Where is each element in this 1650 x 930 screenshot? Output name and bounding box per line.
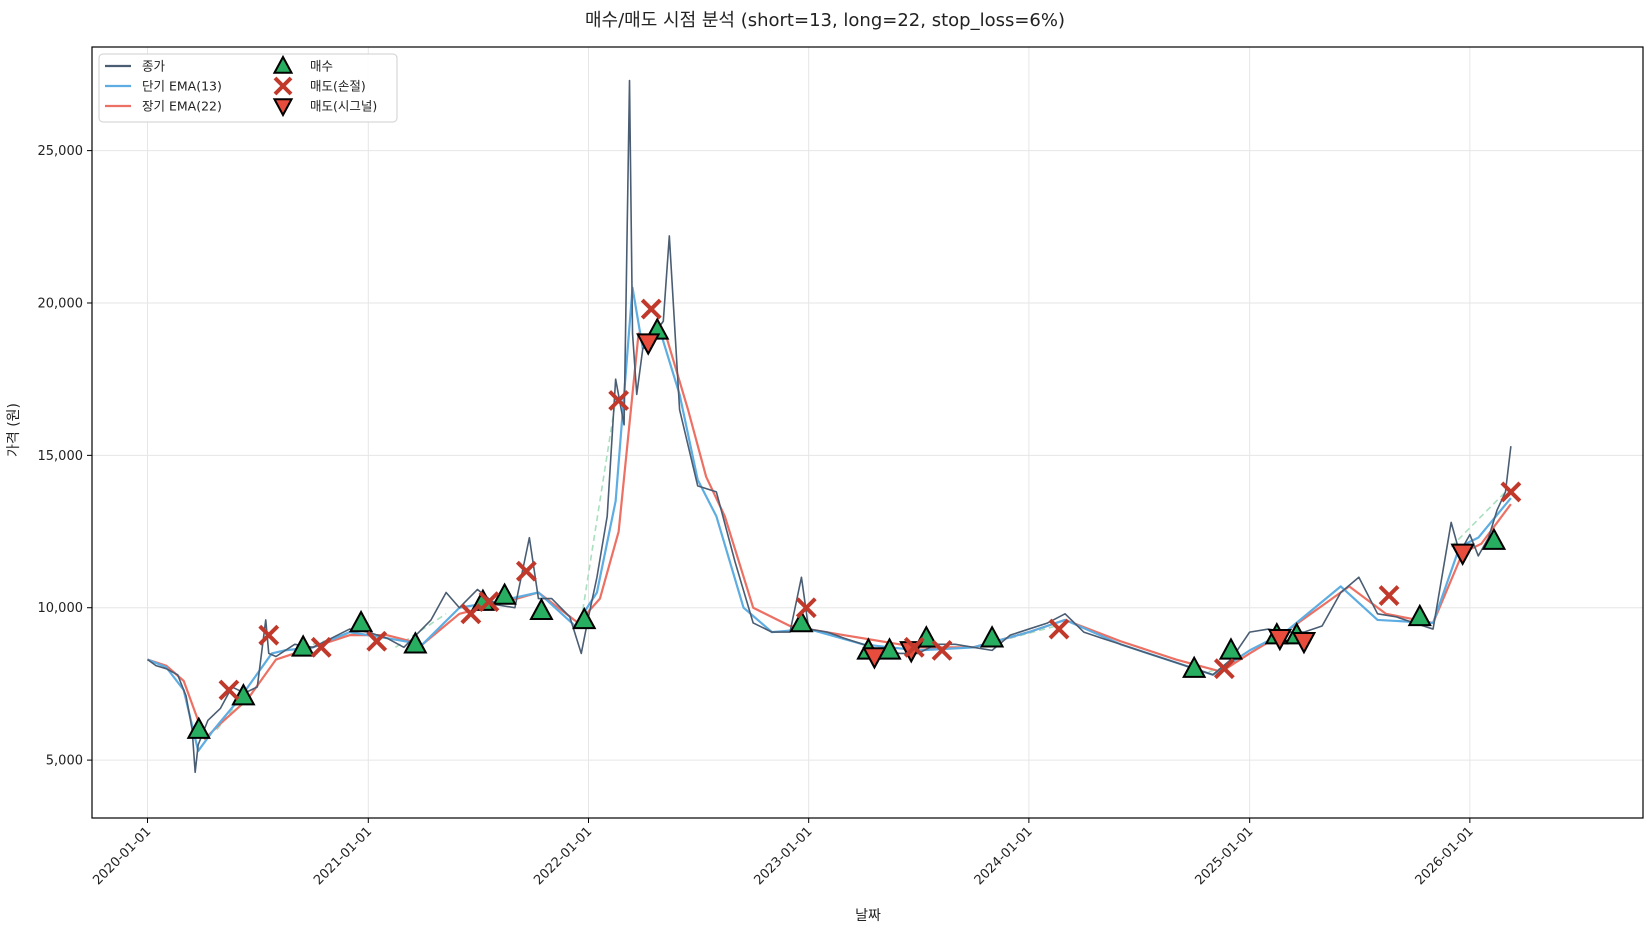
series-line-close xyxy=(147,79,1512,774)
x-tick-label: 2025-01-01 xyxy=(1192,824,1256,888)
y-tick-label: 25,000 xyxy=(38,144,84,159)
x-tick-label: 2024-01-01 xyxy=(972,824,1036,888)
sell-stop-marker xyxy=(931,639,953,661)
sell-stop-marker xyxy=(258,624,280,646)
sell-stop-marker xyxy=(608,390,630,411)
sell-stop-marker xyxy=(478,591,500,613)
legend-item: 매도(시그널) xyxy=(272,98,377,118)
sell-stop-marker xyxy=(1048,618,1070,640)
series-line-ema_short xyxy=(147,286,1512,753)
legend-label: 장기 EMA(22) xyxy=(142,99,222,114)
sell-signal-marker xyxy=(1267,628,1292,652)
buy-marker xyxy=(1407,603,1432,627)
y-axis-label: 가격 (원) xyxy=(6,403,22,457)
buy-marker xyxy=(348,609,374,633)
buy-marker xyxy=(231,683,256,706)
sell-stop-marker xyxy=(310,636,332,658)
sell-stop-marker xyxy=(460,603,482,625)
y-axis-ticks: 5,000 10,000 15,000 20,000 25,000 xyxy=(38,144,92,769)
holding-segment xyxy=(580,400,617,621)
buy-marker xyxy=(186,716,211,739)
sell-stop-marker xyxy=(1378,585,1400,606)
legend-swatch xyxy=(272,54,294,74)
sell-stop-marker xyxy=(515,560,537,582)
buy-marker xyxy=(1218,637,1244,660)
buy-marker xyxy=(572,606,597,630)
buy-marker xyxy=(492,582,517,605)
x-tick-label: 2026-01-01 xyxy=(1413,824,1477,888)
x-tick-label: 2023-01-01 xyxy=(751,824,815,888)
x-axis-ticks: 2020-01-01 2021-01-01 2022-01-01 2023-01-01… xyxy=(90,818,1477,888)
sell-stop-marker xyxy=(1213,658,1235,680)
buy-marker xyxy=(403,631,428,654)
chart-title: 매수/매도 시점 분석 (short=13, long=22, stop_los… xyxy=(585,10,1065,31)
buy-marker xyxy=(529,597,554,621)
y-tick-label: 15,000 xyxy=(38,449,84,464)
sell-stop-marker xyxy=(903,636,925,658)
legend-label: 매수 xyxy=(310,59,333,74)
sell-stop-marker xyxy=(640,298,662,320)
holding-segment xyxy=(1450,491,1507,548)
legend-label: 매도(시그널) xyxy=(310,99,377,114)
legend-box xyxy=(98,53,398,123)
legend-swatch xyxy=(272,98,294,118)
legend-label: 종가 xyxy=(142,59,166,74)
series-line-ema_long xyxy=(147,332,1512,740)
legend-label: 매도(손절) xyxy=(310,79,366,94)
series-lines xyxy=(147,79,1512,774)
x-tick-label: 2021-01-01 xyxy=(311,824,375,888)
legend-label: 단기 EMA(13) xyxy=(142,79,222,94)
buy-marker xyxy=(789,609,814,633)
trade-markers xyxy=(186,298,1522,739)
sell-stop-marker xyxy=(1500,481,1522,503)
legend-item: 장기 EMA(22) xyxy=(105,99,222,114)
plot-frame xyxy=(91,46,1644,819)
sell-signal-marker xyxy=(1450,543,1475,566)
y-tick-label: 10,000 xyxy=(38,601,84,616)
sell-stop-marker xyxy=(218,679,240,701)
buy-marker xyxy=(1182,655,1207,678)
x-tick-label: 2022-01-01 xyxy=(531,824,595,888)
legend-item: 매수 xyxy=(272,54,333,74)
x-axis-label: 날짜 xyxy=(855,908,881,924)
sell-signal-marker xyxy=(862,647,887,670)
y-tick-label: 20,000 xyxy=(38,296,84,311)
sell-signal-marker xyxy=(1291,631,1317,655)
legend-item: 단기 EMA(13) xyxy=(105,79,222,94)
sell-stop-marker xyxy=(366,630,388,652)
legend-swatch xyxy=(273,76,293,96)
legend-item: 종가 xyxy=(105,59,166,74)
legend-item: 매도(손절) xyxy=(273,76,366,96)
buy-marker xyxy=(979,625,1005,648)
holding-segment xyxy=(1009,625,1057,639)
sell-signal-marker xyxy=(636,333,661,356)
x-tick-label: 2020-01-01 xyxy=(90,824,154,888)
y-tick-label: 5,000 xyxy=(46,754,83,769)
holding-segments xyxy=(216,400,1507,731)
grid-lines xyxy=(92,47,1643,818)
buy-marker xyxy=(1481,527,1507,550)
sell-stop-marker xyxy=(795,597,817,619)
buy-marker xyxy=(291,634,316,657)
